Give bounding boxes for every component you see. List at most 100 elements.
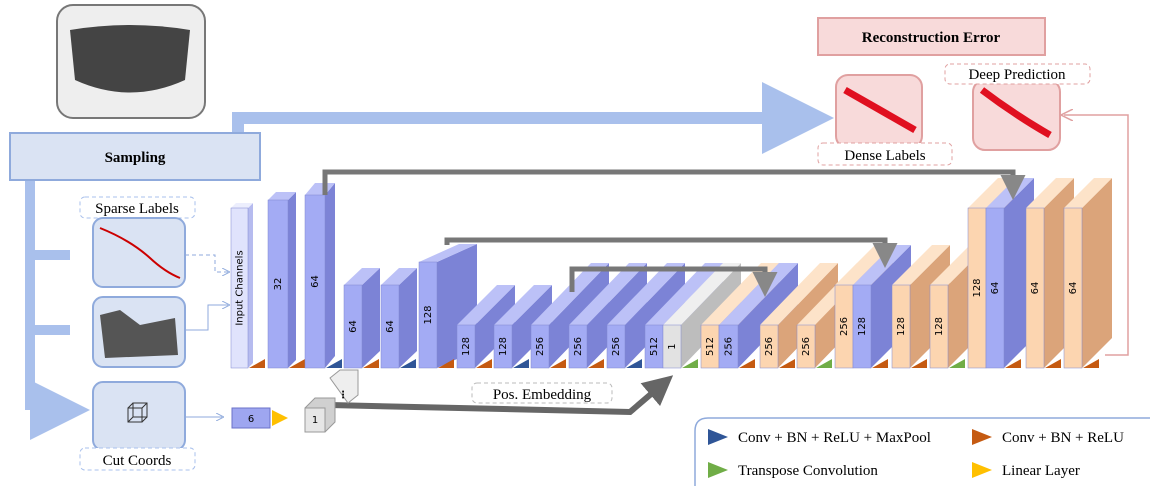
block-top xyxy=(268,192,296,200)
block-front xyxy=(718,324,739,369)
block-label: 256 xyxy=(839,317,850,336)
block-label: 256 xyxy=(724,337,735,356)
dense-labels-label: Dense Labels xyxy=(844,148,925,164)
operation-icon xyxy=(400,359,416,368)
block-label: 128 xyxy=(934,317,945,336)
block-label: Input Channels xyxy=(235,250,246,325)
block-side xyxy=(325,183,335,368)
block-label: 128 xyxy=(896,317,907,336)
block-side xyxy=(399,268,417,368)
conv-block: 64 xyxy=(343,268,380,369)
block-side xyxy=(248,203,253,368)
block-top xyxy=(607,263,685,325)
block-label: 64 xyxy=(385,320,396,333)
legend-label: Linear Layer xyxy=(1002,463,1080,479)
pos-embedding-tag xyxy=(471,382,613,404)
block-front xyxy=(891,284,911,369)
operation-icon xyxy=(249,359,265,368)
skip-connections xyxy=(322,169,1026,297)
block-label: 64 xyxy=(348,320,359,333)
sampling-branches xyxy=(30,250,70,410)
block-top xyxy=(381,268,417,285)
conv-block: 64 xyxy=(1025,178,1074,369)
sparse-labels-image xyxy=(92,217,186,288)
embedding-block xyxy=(304,407,326,433)
skip-arrow xyxy=(322,169,1026,200)
legend-icon xyxy=(708,429,728,445)
conv-block: Input Channels xyxy=(230,203,265,369)
operation-icon xyxy=(626,359,642,368)
legend-label: Conv + BN + ReLU xyxy=(1002,430,1124,446)
block-label: 128 xyxy=(423,305,434,324)
operation-icon xyxy=(513,359,529,368)
block-front xyxy=(493,324,513,369)
conv-block: 64 xyxy=(1063,178,1112,369)
block-front xyxy=(1025,207,1045,369)
operation-icon xyxy=(588,359,604,368)
block-front xyxy=(985,207,1005,369)
block-top xyxy=(344,268,380,285)
operation-icon xyxy=(1005,359,1021,368)
block-label: 64 xyxy=(990,282,1001,295)
input-section: Sampling Sparse Labels Cut Coords xyxy=(9,4,834,471)
operation-icon xyxy=(1083,359,1099,368)
operation-icon xyxy=(779,359,795,368)
linear-branch: 6 ⋮ 1 Pos. Embedding xyxy=(231,369,674,433)
block-front xyxy=(380,284,400,369)
block-label: 128 xyxy=(972,278,983,297)
operation-icon xyxy=(476,359,492,368)
legend-icon xyxy=(708,462,728,478)
block-front xyxy=(568,324,588,369)
block-top xyxy=(892,245,950,285)
sampling-label: Sampling xyxy=(105,150,166,166)
legend-icon xyxy=(972,462,992,478)
block-front xyxy=(530,324,550,369)
operation-icon xyxy=(682,359,698,368)
legend-label: Conv + BN + ReLU + MaxPool xyxy=(738,430,931,446)
block-top xyxy=(760,263,838,325)
block-top xyxy=(231,203,253,208)
block-label: 256 xyxy=(801,337,812,356)
sparse-arrow xyxy=(185,254,228,272)
block-side xyxy=(362,268,380,368)
block-label: 256 xyxy=(611,337,622,356)
block-front xyxy=(606,324,626,369)
block-side xyxy=(1082,178,1112,368)
legend-label: Transpose Convolution xyxy=(738,463,878,479)
block-label: 64 xyxy=(1030,282,1041,295)
linear-block xyxy=(231,407,271,429)
block-top xyxy=(531,263,609,325)
ellipsis-dots: ⋮ xyxy=(338,390,348,401)
block-front xyxy=(343,284,363,369)
block-top xyxy=(494,285,552,325)
block-label: 256 xyxy=(535,337,546,356)
block-front xyxy=(418,261,438,369)
block-top xyxy=(457,285,515,325)
cut-coords-tag xyxy=(79,447,196,471)
block-side xyxy=(738,263,798,368)
operation-icon xyxy=(289,359,305,368)
volume-arrow xyxy=(185,305,228,331)
embedding-arrow xyxy=(329,375,674,416)
block-label: 256 xyxy=(764,337,775,356)
reconstruction-error-label: Reconstruction Error xyxy=(862,30,1001,46)
linear-block-label: 6 xyxy=(248,414,254,425)
deep-prediction-label: Deep Prediction xyxy=(968,67,1066,83)
conv-block: 64 xyxy=(380,268,417,369)
operation-icon xyxy=(816,359,832,368)
operation-icon xyxy=(438,359,454,368)
dense-curve xyxy=(843,86,917,134)
skip-arrow xyxy=(444,237,898,268)
legend: Conv + BN + ReLU + MaxPool Conv + BN + Re… xyxy=(694,417,1150,486)
block-front xyxy=(662,324,682,369)
block-label: 64 xyxy=(310,275,321,288)
output-section: Reconstruction Error Dense Labels Deep P… xyxy=(817,17,1129,356)
deep-prediction-tag xyxy=(944,63,1091,85)
operation-icon xyxy=(911,359,927,368)
prediction-curve xyxy=(979,87,1052,139)
block-top xyxy=(663,263,741,325)
block-top xyxy=(645,263,723,325)
volume-shape xyxy=(100,310,178,358)
cut-coords-label: Cut Coords xyxy=(103,453,172,469)
block-front xyxy=(929,284,949,369)
